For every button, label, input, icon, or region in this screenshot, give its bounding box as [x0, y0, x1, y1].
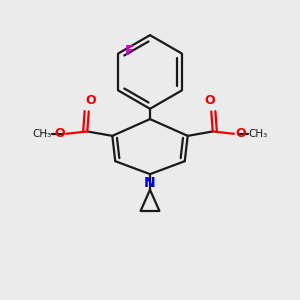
Text: O: O — [85, 94, 95, 107]
Text: F: F — [124, 44, 134, 58]
Text: N: N — [144, 176, 156, 190]
Text: CH₃: CH₃ — [32, 129, 51, 139]
Text: O: O — [54, 127, 64, 140]
Text: O: O — [236, 127, 246, 140]
Text: methyl: methyl — [46, 133, 51, 134]
Text: CH₃: CH₃ — [249, 129, 268, 139]
Text: methyl: methyl — [41, 132, 46, 134]
Text: O: O — [205, 94, 215, 107]
